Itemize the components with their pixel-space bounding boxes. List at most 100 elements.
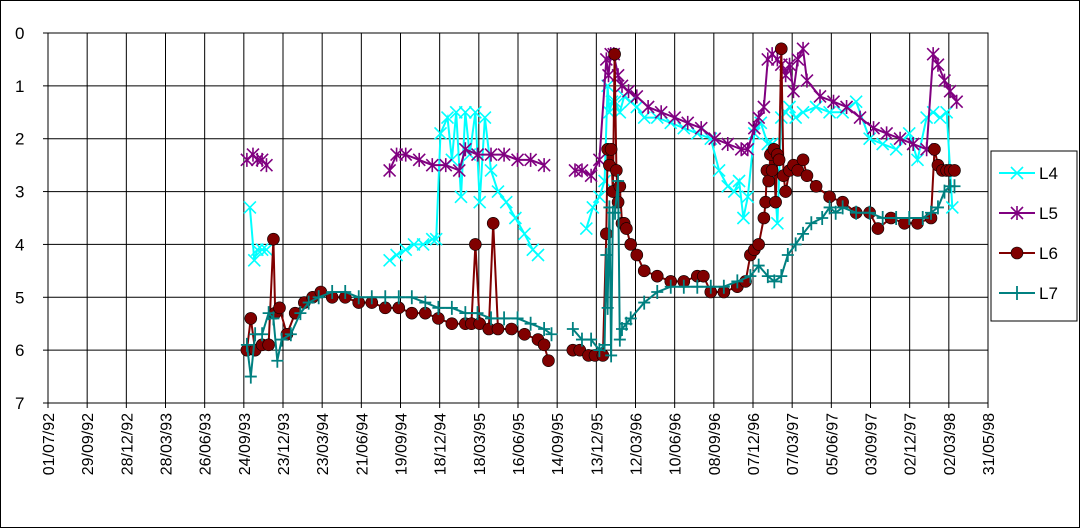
data-point — [267, 232, 280, 246]
data-point — [813, 89, 827, 104]
data-point — [691, 279, 704, 294]
data-point — [948, 179, 961, 194]
data-point — [782, 57, 797, 72]
data-point — [823, 200, 836, 215]
y-tick-label: 0 — [15, 24, 24, 43]
data-point — [736, 211, 750, 225]
data-point — [575, 163, 589, 178]
series-line — [388, 112, 539, 262]
data-point — [585, 332, 598, 347]
data-point — [486, 216, 500, 230]
data-point — [458, 105, 472, 119]
data-point — [615, 78, 629, 93]
x-tick-label: 12/03/96 — [629, 413, 646, 475]
data-point — [920, 111, 934, 125]
data-point — [816, 211, 829, 225]
x-tick-label: 18/12/94 — [433, 413, 450, 475]
data-point — [416, 237, 430, 251]
data-point — [863, 205, 876, 220]
data-point — [613, 332, 626, 347]
data-point — [566, 322, 579, 336]
data-point — [600, 248, 613, 262]
data-point — [601, 68, 616, 83]
data-point — [797, 226, 810, 241]
data-point — [412, 152, 426, 167]
data-point — [779, 185, 792, 198]
legend-item-l4: L4 — [999, 164, 1058, 183]
data-point — [439, 158, 453, 173]
data-point — [255, 243, 269, 257]
data-point — [839, 100, 854, 114]
x-tick-label: 01/07/92 — [41, 413, 58, 475]
x-tick-label: 14/09/95 — [550, 413, 567, 475]
data-point — [910, 153, 925, 167]
data-point — [485, 311, 498, 326]
data-point — [379, 290, 392, 305]
series-l6 — [240, 42, 961, 368]
data-point — [768, 274, 781, 289]
data-point — [440, 111, 455, 125]
data-point — [630, 100, 644, 114]
data-point — [762, 174, 775, 188]
data-point — [612, 174, 625, 188]
data-point — [761, 269, 774, 284]
x-tick-label: 02/12/97 — [903, 413, 920, 475]
data-point — [579, 222, 593, 236]
data-point — [796, 153, 810, 167]
data-point — [849, 95, 863, 109]
x-tick-label: 18/03/95 — [472, 413, 489, 475]
data-point — [829, 205, 842, 220]
data-point — [731, 274, 744, 289]
x-tick-label: 28/12/92 — [119, 413, 136, 475]
data-point — [911, 216, 924, 230]
legend: L4 L5 L6 L7 — [990, 150, 1078, 322]
data-point — [770, 216, 784, 230]
data-point — [586, 200, 600, 214]
data-point — [271, 353, 284, 368]
data-point — [741, 190, 755, 204]
x-tick-label: 08/09/96 — [707, 413, 724, 475]
data-point — [664, 279, 677, 294]
series-l5 — [240, 41, 964, 183]
data-point — [592, 190, 606, 204]
data-point — [931, 57, 945, 72]
data-point — [945, 200, 959, 214]
data-point — [240, 337, 253, 352]
data-point — [681, 115, 695, 130]
data-point — [497, 147, 511, 162]
data-point — [405, 306, 419, 320]
x-tick-label: 13/12/95 — [589, 413, 606, 475]
x-tick-label: 23/12/93 — [276, 413, 293, 475]
data-point — [458, 142, 472, 157]
data-point — [757, 100, 771, 114]
data-point — [620, 222, 633, 235]
data-point — [390, 147, 404, 162]
x-axis: 01/07/92 29/09/92 28/12/92 28/03/93 26/06/93… — [41, 403, 998, 475]
legend-item-l6: L6 — [999, 244, 1058, 263]
data-point — [613, 179, 627, 193]
data-point — [399, 147, 413, 162]
data-point — [542, 354, 555, 368]
data-point — [609, 205, 622, 220]
y-tick-label: 5 — [15, 288, 24, 307]
data-point — [610, 164, 623, 177]
data-point — [630, 248, 644, 262]
data-point — [924, 205, 937, 220]
data-point — [524, 316, 537, 331]
data-point — [782, 100, 797, 114]
data-point — [452, 163, 466, 178]
data-point — [890, 211, 903, 225]
data-point — [769, 195, 782, 209]
legend-label: L6 — [1039, 244, 1058, 263]
data-point — [789, 111, 803, 125]
data-point — [491, 322, 505, 336]
data-point — [478, 111, 492, 125]
data-point — [244, 369, 257, 384]
data-point — [244, 312, 258, 325]
data-point — [491, 185, 505, 199]
data-point — [697, 269, 710, 283]
data-point — [796, 105, 810, 119]
x-tick-label: 03/09/97 — [864, 413, 881, 475]
data-point — [601, 300, 614, 315]
data-point — [741, 142, 755, 157]
